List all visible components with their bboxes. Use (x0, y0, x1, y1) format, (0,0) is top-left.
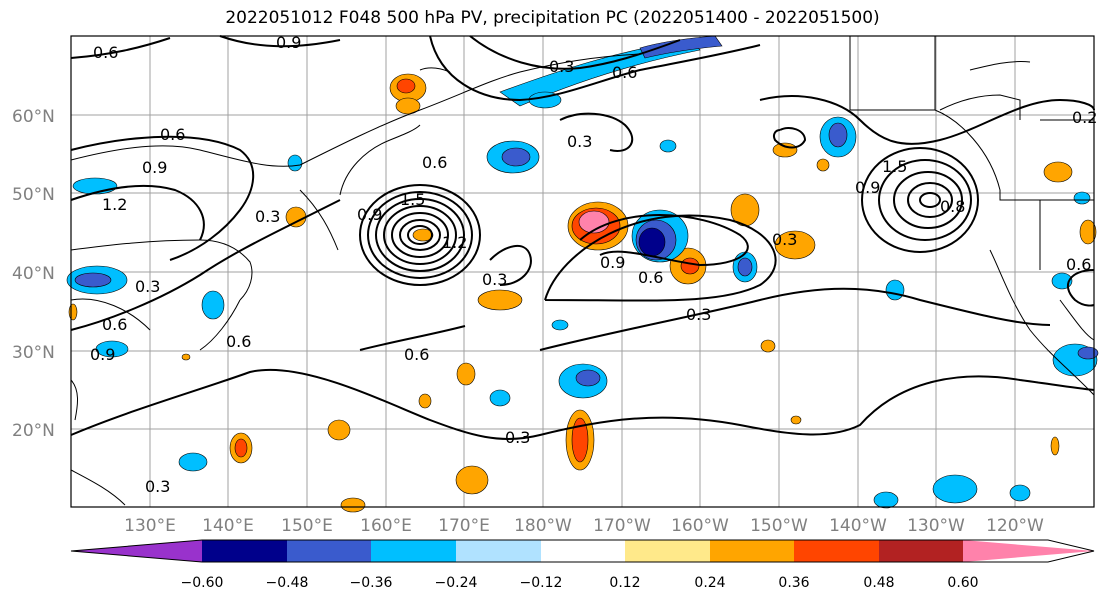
map-panel: 0.6 0.9 0.6 0.9 1.2 0.6 0.9 1.5 1.2 0.3 … (66, 33, 1099, 513)
colorbar-tick-label: −0.36 (350, 575, 393, 591)
lon-tick-label: 180°W (514, 516, 572, 536)
graticule (71, 36, 1094, 507)
lon-tick-label: 160°E (360, 516, 412, 536)
colorbar-swatch (794, 540, 879, 562)
colorbar-tick-label: 0.12 (609, 575, 640, 591)
colorbar-swatch (963, 540, 1094, 562)
lon-tick-label: 150°E (281, 516, 333, 536)
contour-label: 0.9 (855, 178, 880, 197)
contour-label: 1.5 (400, 190, 425, 209)
contour-label: 0.3 (135, 277, 160, 296)
contour-label: 0.9 (276, 33, 301, 52)
colorbar-swatch (456, 540, 541, 562)
lat-axis: 20°N 30°N 40°N 50°N 60°N (12, 107, 55, 441)
lat-tick-label: 30°N (12, 343, 55, 363)
lon-tick-label: 140°E (202, 516, 254, 536)
contour-label: 0.9 (142, 158, 167, 177)
colorbar-labels: −0.60 −0.48 −0.36 −0.24 −0.12 0.12 0.24 … (181, 575, 979, 591)
colorbar-tick-label: −0.60 (181, 575, 224, 591)
contour-label: 0.6 (102, 315, 127, 334)
contour-label: 1.2 (102, 195, 127, 214)
contour-label: 0.6 (93, 43, 118, 62)
contour-label: 0.6 (404, 345, 429, 364)
colorbar-tick-label: 0.48 (863, 575, 894, 591)
colorbar-swatch (710, 540, 794, 562)
colorbar-swatch (202, 540, 287, 562)
lat-tick-label: 20°N (12, 421, 55, 441)
pv-contours (70, 35, 1095, 441)
colorbar-tick-label: −0.24 (435, 575, 478, 591)
lon-axis: 130°E 140°E 150°E 160°E 170°E 180°W 170°… (124, 516, 1044, 536)
colorbar-tick-label: 0.60 (947, 575, 978, 591)
contour-label: 0.3 (255, 207, 280, 226)
contour-label: 0.6 (638, 268, 663, 287)
lon-tick-label: 130°W (907, 516, 965, 536)
colorbar-tick-label: 0.24 (694, 575, 725, 591)
lon-tick-label: 120°W (986, 516, 1044, 536)
contour-label: 0.3 (145, 477, 170, 496)
contour-label: 0.8 (940, 197, 965, 216)
colorbar-outline (70, 539, 1095, 563)
contour-label: 0.9 (90, 345, 115, 364)
lat-tick-label: 40°N (12, 264, 55, 284)
colorbar-tick-label: −0.12 (520, 575, 563, 591)
contour-label: 0.6 (226, 332, 251, 351)
colorbar (70, 539, 1095, 563)
contour-label: 0.3 (505, 428, 530, 447)
contour-label: 0.3 (772, 230, 797, 249)
contour-labels: 0.6 0.9 0.6 0.9 1.2 0.6 0.9 1.5 1.2 0.3 … (90, 33, 1097, 496)
contour-label: 0.6 (1066, 255, 1091, 274)
lon-tick-label: 160°W (671, 516, 729, 536)
colorbar-swatch (625, 540, 710, 562)
colorbar-swatch (541, 540, 625, 562)
contour-label: 0.9 (357, 205, 382, 224)
colorbar-tick-label: 0.36 (778, 575, 809, 591)
contour-label: 1.5 (882, 157, 907, 176)
colorbar-swatch (71, 540, 202, 562)
contour-label: 0.3 (567, 132, 592, 151)
lon-tick-label: 130°E (124, 516, 176, 536)
lon-tick-label: 170°E (438, 516, 490, 536)
colorbar-tick-label: −0.48 (266, 575, 309, 591)
lat-tick-label: 60°N (12, 107, 55, 127)
colorbar-swatch (879, 540, 963, 562)
contour-label: 0.3 (482, 270, 507, 289)
map-title: 2022051012 F048 500 hPa PV, precipitatio… (225, 8, 880, 28)
contour-label: 1.2 (442, 233, 467, 252)
contour-label: 0.6 (612, 63, 637, 82)
colorbar-swatch (287, 540, 371, 562)
lon-tick-label: 170°W (593, 516, 651, 536)
contour-label: 0.6 (422, 153, 447, 172)
colorbar-swatch (371, 540, 456, 562)
contour-label: 0.9 (600, 253, 625, 272)
contour-label: 0.3 (686, 305, 711, 324)
lat-tick-label: 50°N (12, 185, 55, 205)
contour-label: 0.3 (549, 57, 574, 76)
lon-tick-label: 150°W (750, 516, 808, 536)
lon-tick-label: 140°W (829, 516, 887, 536)
contour-label: 0.2 (1072, 108, 1097, 127)
contour-label: 0.6 (160, 125, 185, 144)
